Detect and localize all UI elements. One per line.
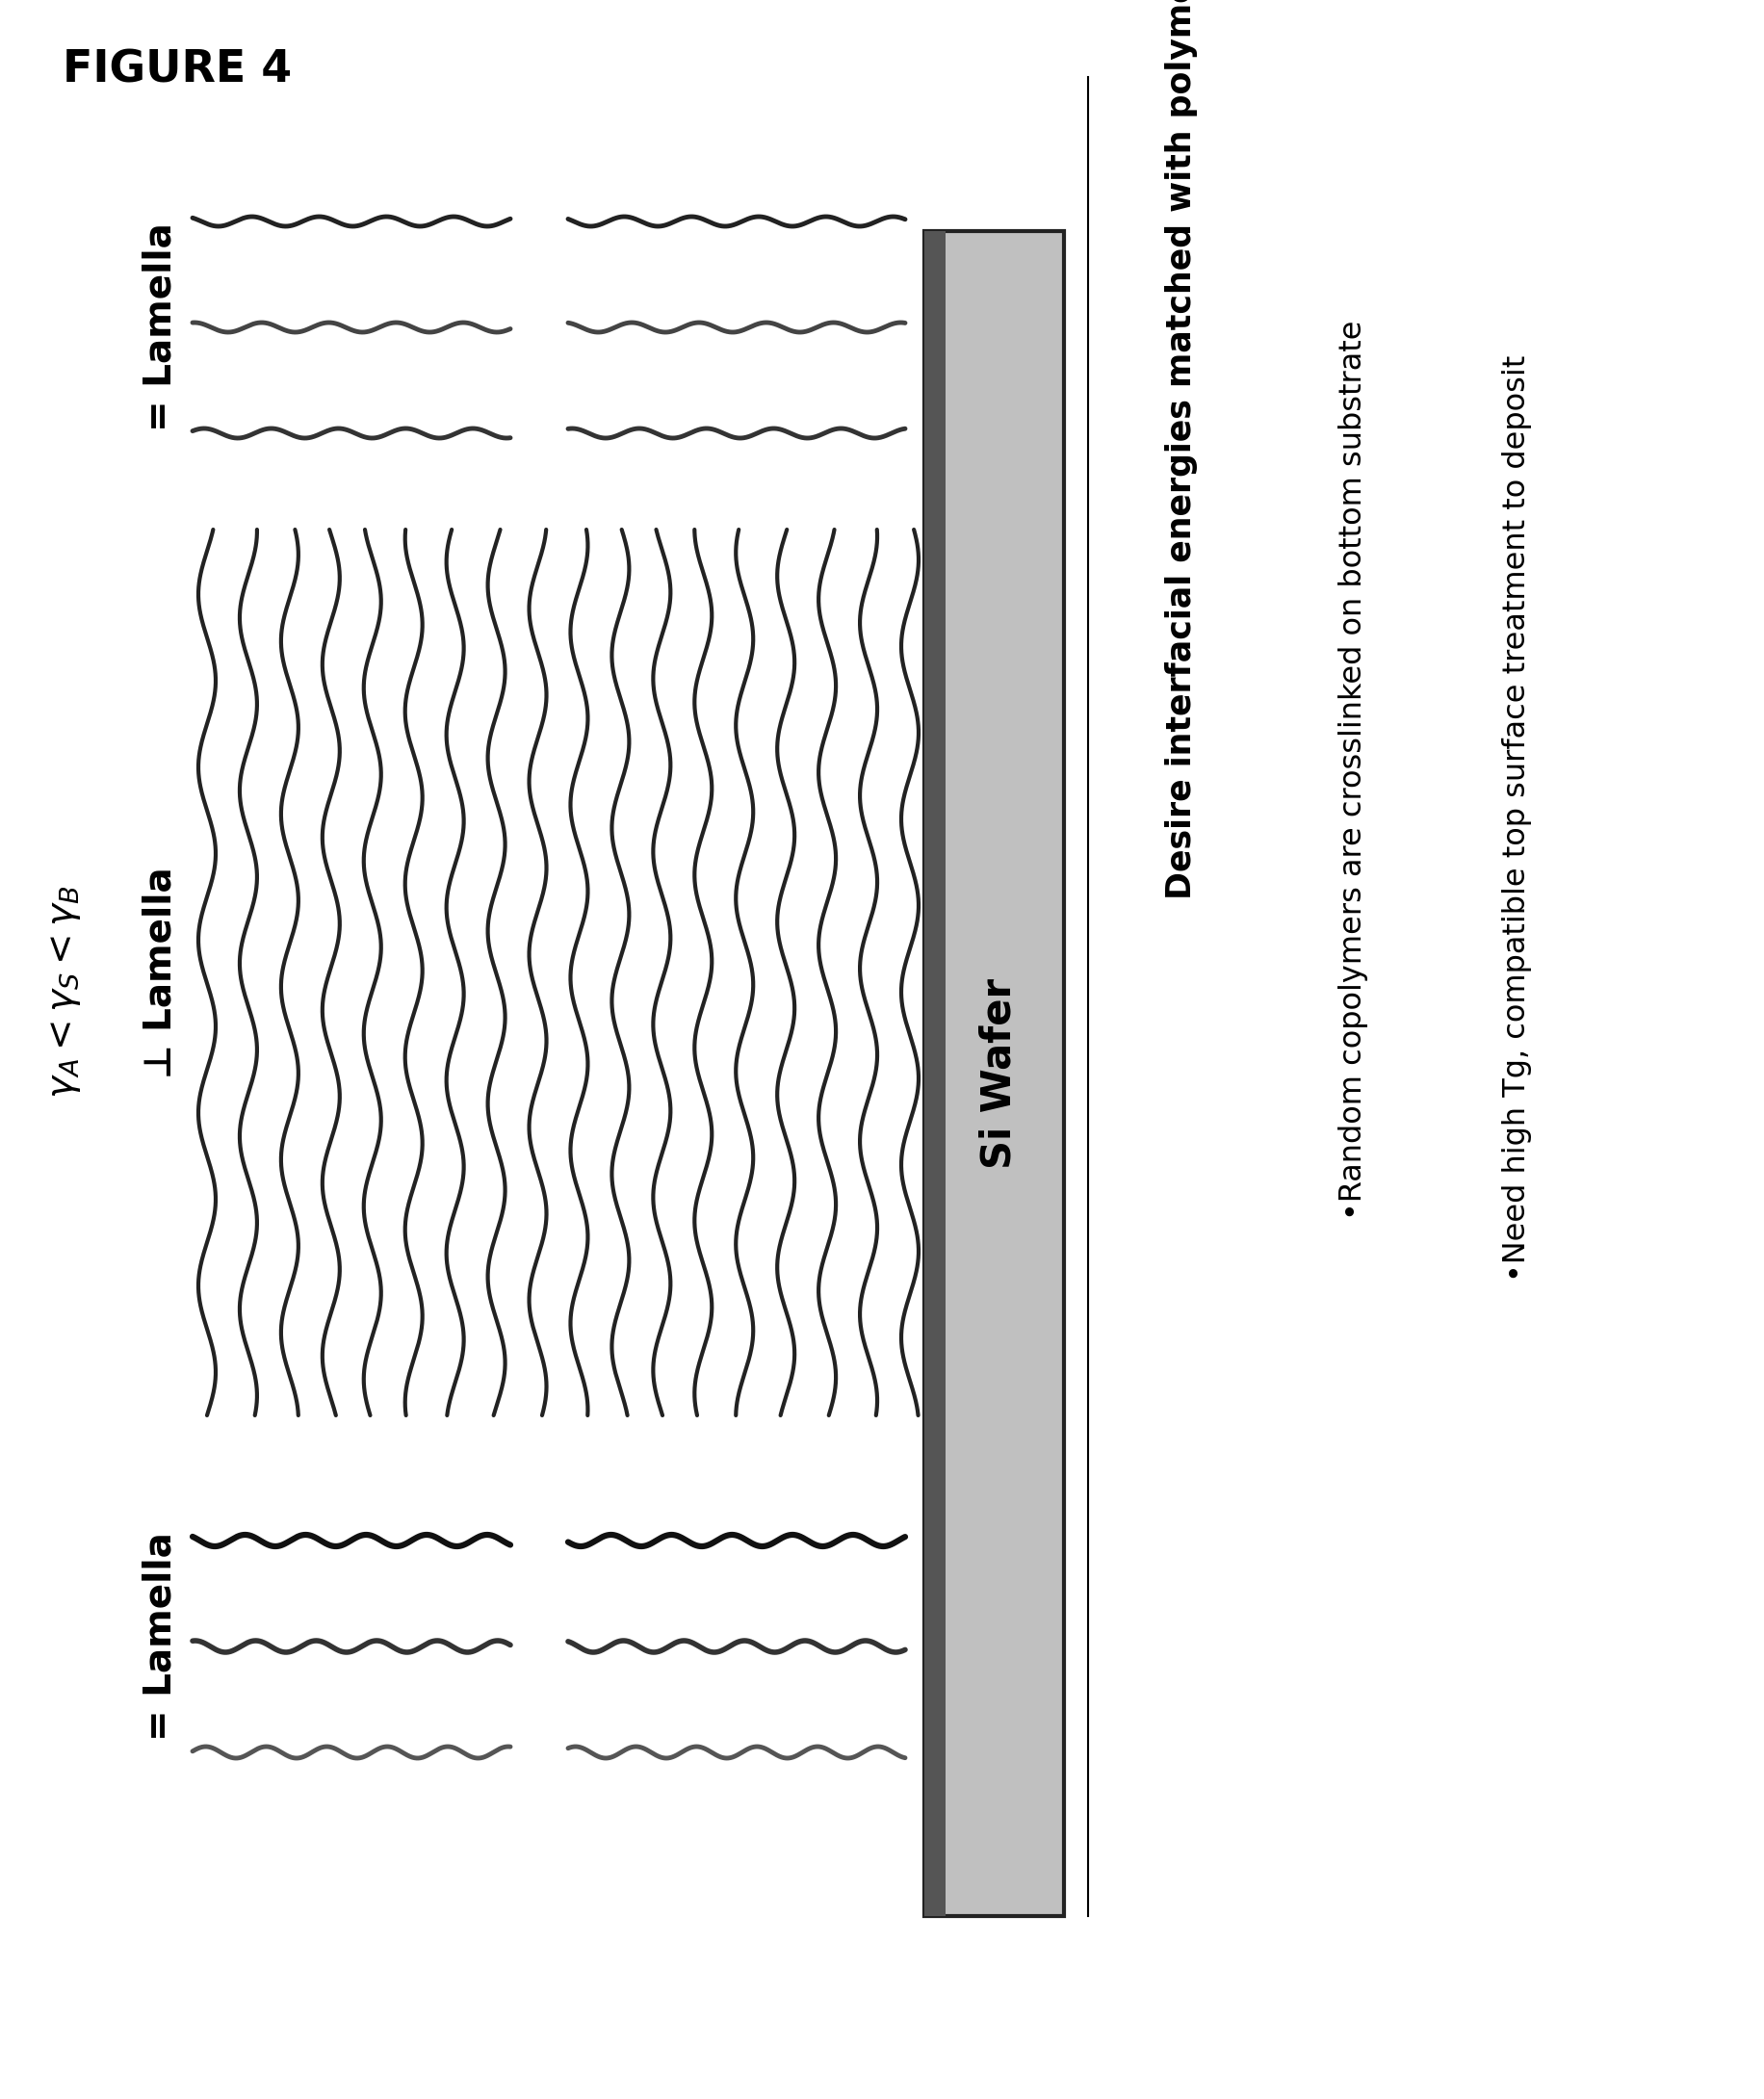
Text: = Lamella: = Lamella [143,222,178,432]
Text: Si Wafer: Si Wafer [979,978,1018,1169]
Text: •Need high Tg, compatible top surface treatment to deposit: •Need high Tg, compatible top surface tr… [1501,355,1531,1282]
Text: Desire interfacial energies matched with polymer blocks: Desire interfacial energies matched with… [1164,0,1198,900]
Text: = Lamella: = Lamella [143,1532,178,1742]
Text: ⊥ Lamella: ⊥ Lamella [143,867,178,1079]
Text: $\gamma_A < \gamma_S < \gamma_B$: $\gamma_A < \gamma_S < \gamma_B$ [48,886,83,1098]
Text: •Random copolymers are crosslinked on bottom substrate: •Random copolymers are crosslinked on bo… [1337,321,1367,1220]
Bar [924,231,946,1916]
Bar [924,231,1064,1916]
Text: FIGURE 4: FIGURE 4 [62,48,291,92]
